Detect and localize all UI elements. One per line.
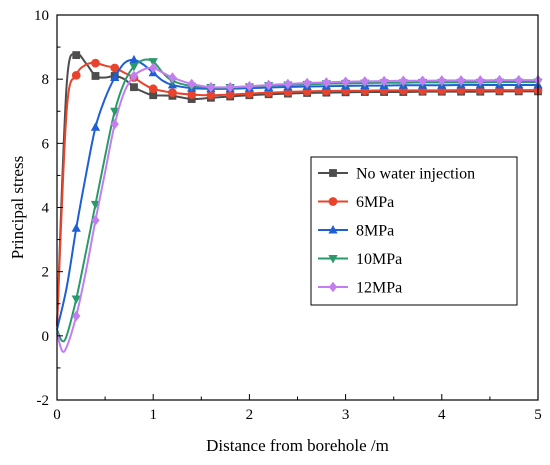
legend-label: 10MPa	[356, 251, 402, 268]
data-point-marker	[71, 70, 81, 80]
data-point-marker	[322, 77, 331, 88]
data-point-marker	[168, 72, 177, 83]
data-point-marker	[418, 75, 427, 87]
data-point-marker	[71, 295, 81, 304]
data-point-marker	[437, 75, 446, 86]
data-point-marker	[514, 74, 523, 86]
data-point-marker	[264, 79, 273, 91]
y-tick-label: 0	[42, 329, 50, 345]
data-point-marker	[399, 75, 408, 87]
y-tick-label: 10	[34, 8, 49, 24]
legend-label: 12MPa	[356, 280, 402, 297]
x-tick-label: 1	[149, 407, 157, 423]
data-point-marker	[91, 215, 100, 226]
y-tick-label: 6	[42, 136, 50, 152]
legend-label: No water injection	[356, 166, 475, 183]
data-point-marker	[476, 75, 485, 86]
data-point-marker	[206, 81, 216, 93]
data-point-marker	[72, 51, 81, 60]
legend-item: 12MPa	[318, 280, 402, 297]
data-point-marker	[245, 80, 254, 92]
series-12mpa	[56, 62, 543, 353]
legend-marker	[329, 169, 337, 177]
data-point-marker	[129, 54, 139, 64]
data-point-marker	[187, 95, 196, 103]
data-point-marker	[71, 223, 81, 232]
legend-item: 10MPa	[318, 251, 402, 268]
y-tick-label: -2	[37, 393, 50, 409]
y-tick-label: 4	[42, 201, 50, 217]
x-axis-title: Distance from borehole /m	[206, 436, 389, 455]
x-tick-label: 3	[342, 407, 350, 423]
x-tick-label: 5	[534, 407, 542, 423]
data-point-marker	[130, 83, 138, 92]
data-point-marker	[90, 200, 101, 210]
data-point-marker	[72, 310, 81, 322]
legend-item: 8MPa	[318, 223, 394, 240]
data-point-marker	[341, 76, 350, 88]
legend-marker	[328, 255, 338, 264]
data-point-marker	[91, 58, 100, 68]
data-point-marker	[90, 122, 101, 131]
y-tick-label: 8	[42, 72, 50, 88]
data-point-marker	[495, 74, 504, 86]
data-point-marker	[226, 81, 235, 93]
chart-legend: No water injection 6MPa 8MPa 10MPa 12MPa	[310, 156, 518, 306]
data-point-marker	[360, 76, 369, 87]
data-point-marker	[283, 78, 293, 90]
data-point-marker	[225, 90, 235, 99]
data-point-marker	[110, 107, 120, 117]
legend-label: 6MPa	[356, 194, 394, 211]
data-point-marker	[379, 75, 389, 87]
y-tick-label: 2	[42, 265, 50, 281]
x-tick-label: 4	[438, 407, 446, 423]
data-point-marker	[149, 91, 158, 100]
data-point-marker	[456, 75, 466, 86]
legend-marker	[328, 197, 338, 206]
data-point-marker	[129, 62, 139, 72]
legend-marker	[328, 224, 338, 234]
data-point-marker	[149, 62, 158, 74]
data-point-marker	[110, 63, 120, 73]
plot-area	[56, 51, 543, 353]
data-point-marker	[187, 78, 196, 90]
legend-marker	[328, 281, 338, 293]
legend-item: 6MPa	[318, 194, 394, 211]
data-point-marker	[148, 84, 158, 94]
legend-label: 8MPa	[356, 223, 394, 240]
data-point-marker	[168, 88, 177, 98]
data-point-marker	[148, 58, 158, 67]
data-point-marker	[110, 72, 120, 82]
data-point-marker	[187, 90, 197, 99]
data-point-marker	[302, 77, 312, 89]
data-point-marker	[206, 90, 216, 100]
y-axis-title: Principal stress	[8, 156, 27, 259]
x-tick-label: 2	[246, 407, 254, 423]
data-point-marker	[91, 72, 100, 80]
data-point-marker	[129, 70, 139, 82]
data-point-marker	[110, 118, 119, 130]
legend-item: No water injection	[318, 166, 475, 183]
x-tick-label: 0	[53, 407, 61, 423]
